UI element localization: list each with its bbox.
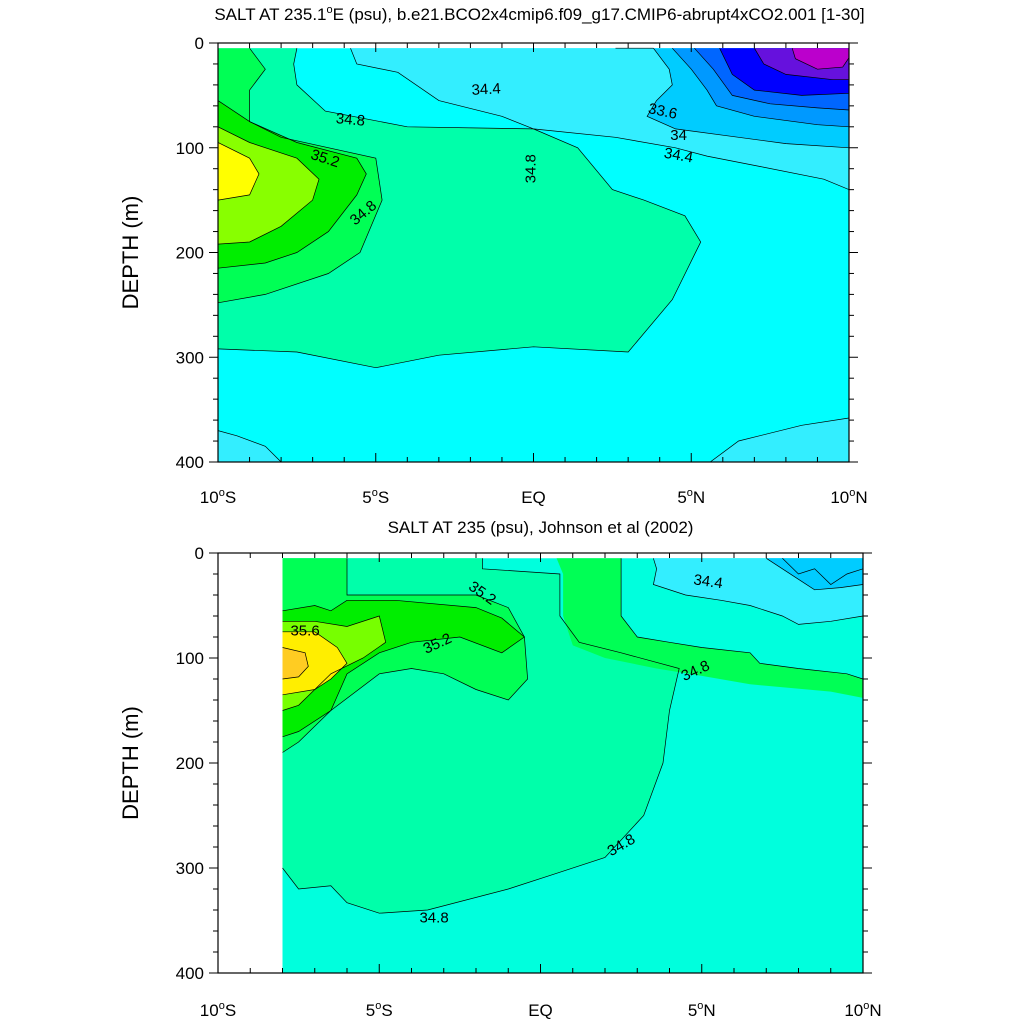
contour-line-10 xyxy=(782,558,863,585)
contour-line-4 xyxy=(282,615,387,711)
contour-line-3 xyxy=(282,599,525,738)
salinity-region-2 xyxy=(218,430,282,462)
y-axis-label: DEPTH (m) xyxy=(118,706,143,820)
y-tick-label: 0 xyxy=(195,34,204,53)
x-tick-label: 5oN xyxy=(688,1000,716,1020)
salinity-region-7 xyxy=(282,647,309,679)
contour-line-9 xyxy=(766,558,863,591)
contour-line-7 xyxy=(620,558,863,680)
contour-line-13 xyxy=(791,48,849,70)
chart-title: SALT AT 235 (psu), Johnson et al (2002) xyxy=(388,518,694,537)
x-tick-label: 5oS xyxy=(362,487,389,507)
salinity-region-3 xyxy=(710,418,849,462)
contour-line-5 xyxy=(218,48,702,369)
contour-line-6 xyxy=(350,48,849,190)
contour-label: 35.6 xyxy=(290,623,319,640)
contour-line-1 xyxy=(282,558,680,914)
contour-line-2 xyxy=(218,100,367,269)
contour-line-12 xyxy=(754,48,849,81)
chart-title: SALT AT 235.1oE (psu), b.e21.BCO2x4cmip6… xyxy=(214,4,864,24)
salinity-region-6 xyxy=(282,631,347,695)
y-tick-label: 0 xyxy=(195,544,204,563)
y-tick-label: 200 xyxy=(176,754,204,773)
contour-label: 34.4 xyxy=(663,145,695,167)
contour-line-14 xyxy=(218,430,282,462)
salinity-region-1 xyxy=(350,48,849,190)
x-tick-label: 10oS xyxy=(200,487,236,507)
x-tick-label: EQ xyxy=(528,1001,553,1020)
contour-line-11 xyxy=(719,48,849,96)
contour-line-5 xyxy=(282,631,348,696)
contour-label: 34.4 xyxy=(471,80,501,99)
plot-area: 35.235.6 35.234.434.834.834.8 xyxy=(282,558,863,973)
contour-line-3 xyxy=(218,126,320,245)
x-tick-label: 10oS xyxy=(200,1000,236,1020)
contour-line-1 xyxy=(218,47,383,304)
x-tick-label: 10oN xyxy=(844,1000,881,1020)
y-axis-label: DEPTH (m) xyxy=(118,196,143,310)
contour-line-8 xyxy=(652,558,863,625)
y-tick-label: 300 xyxy=(176,859,204,878)
contour-label: 33.6 xyxy=(647,100,679,123)
contour-label: 34.8 xyxy=(335,110,366,129)
x-tick-label: 10oN xyxy=(830,487,867,507)
contour-line-2 xyxy=(282,558,528,753)
y-tick-label: 100 xyxy=(176,649,204,668)
contour-line-4 xyxy=(218,142,260,201)
contour-label: 34 xyxy=(670,127,687,144)
salinity-region-8 xyxy=(218,142,259,201)
y-tick-label: 100 xyxy=(176,139,204,158)
contour-label: 34.8 xyxy=(522,154,539,183)
x-tick-label: 5oS xyxy=(366,1000,393,1020)
y-tick-label: 300 xyxy=(176,348,204,367)
contour-label: 34.4 xyxy=(692,571,723,592)
y-tick-label: 400 xyxy=(176,964,204,983)
contour-line-8 xyxy=(646,47,849,149)
x-tick-label: EQ xyxy=(521,488,546,507)
contour-line-9 xyxy=(672,47,849,128)
contour-label: 34.8 xyxy=(419,909,448,926)
x-tick-label: 5oN xyxy=(677,487,705,507)
contour-line-10 xyxy=(694,47,849,111)
salinity-region-3 xyxy=(556,558,863,698)
contour-line-15 xyxy=(709,417,849,462)
y-tick-label: 400 xyxy=(176,453,204,472)
salinity-region-4 xyxy=(218,48,701,368)
contour-line-6 xyxy=(282,647,309,680)
y-tick-label: 200 xyxy=(176,244,204,263)
salinity-region-8 xyxy=(572,558,863,625)
